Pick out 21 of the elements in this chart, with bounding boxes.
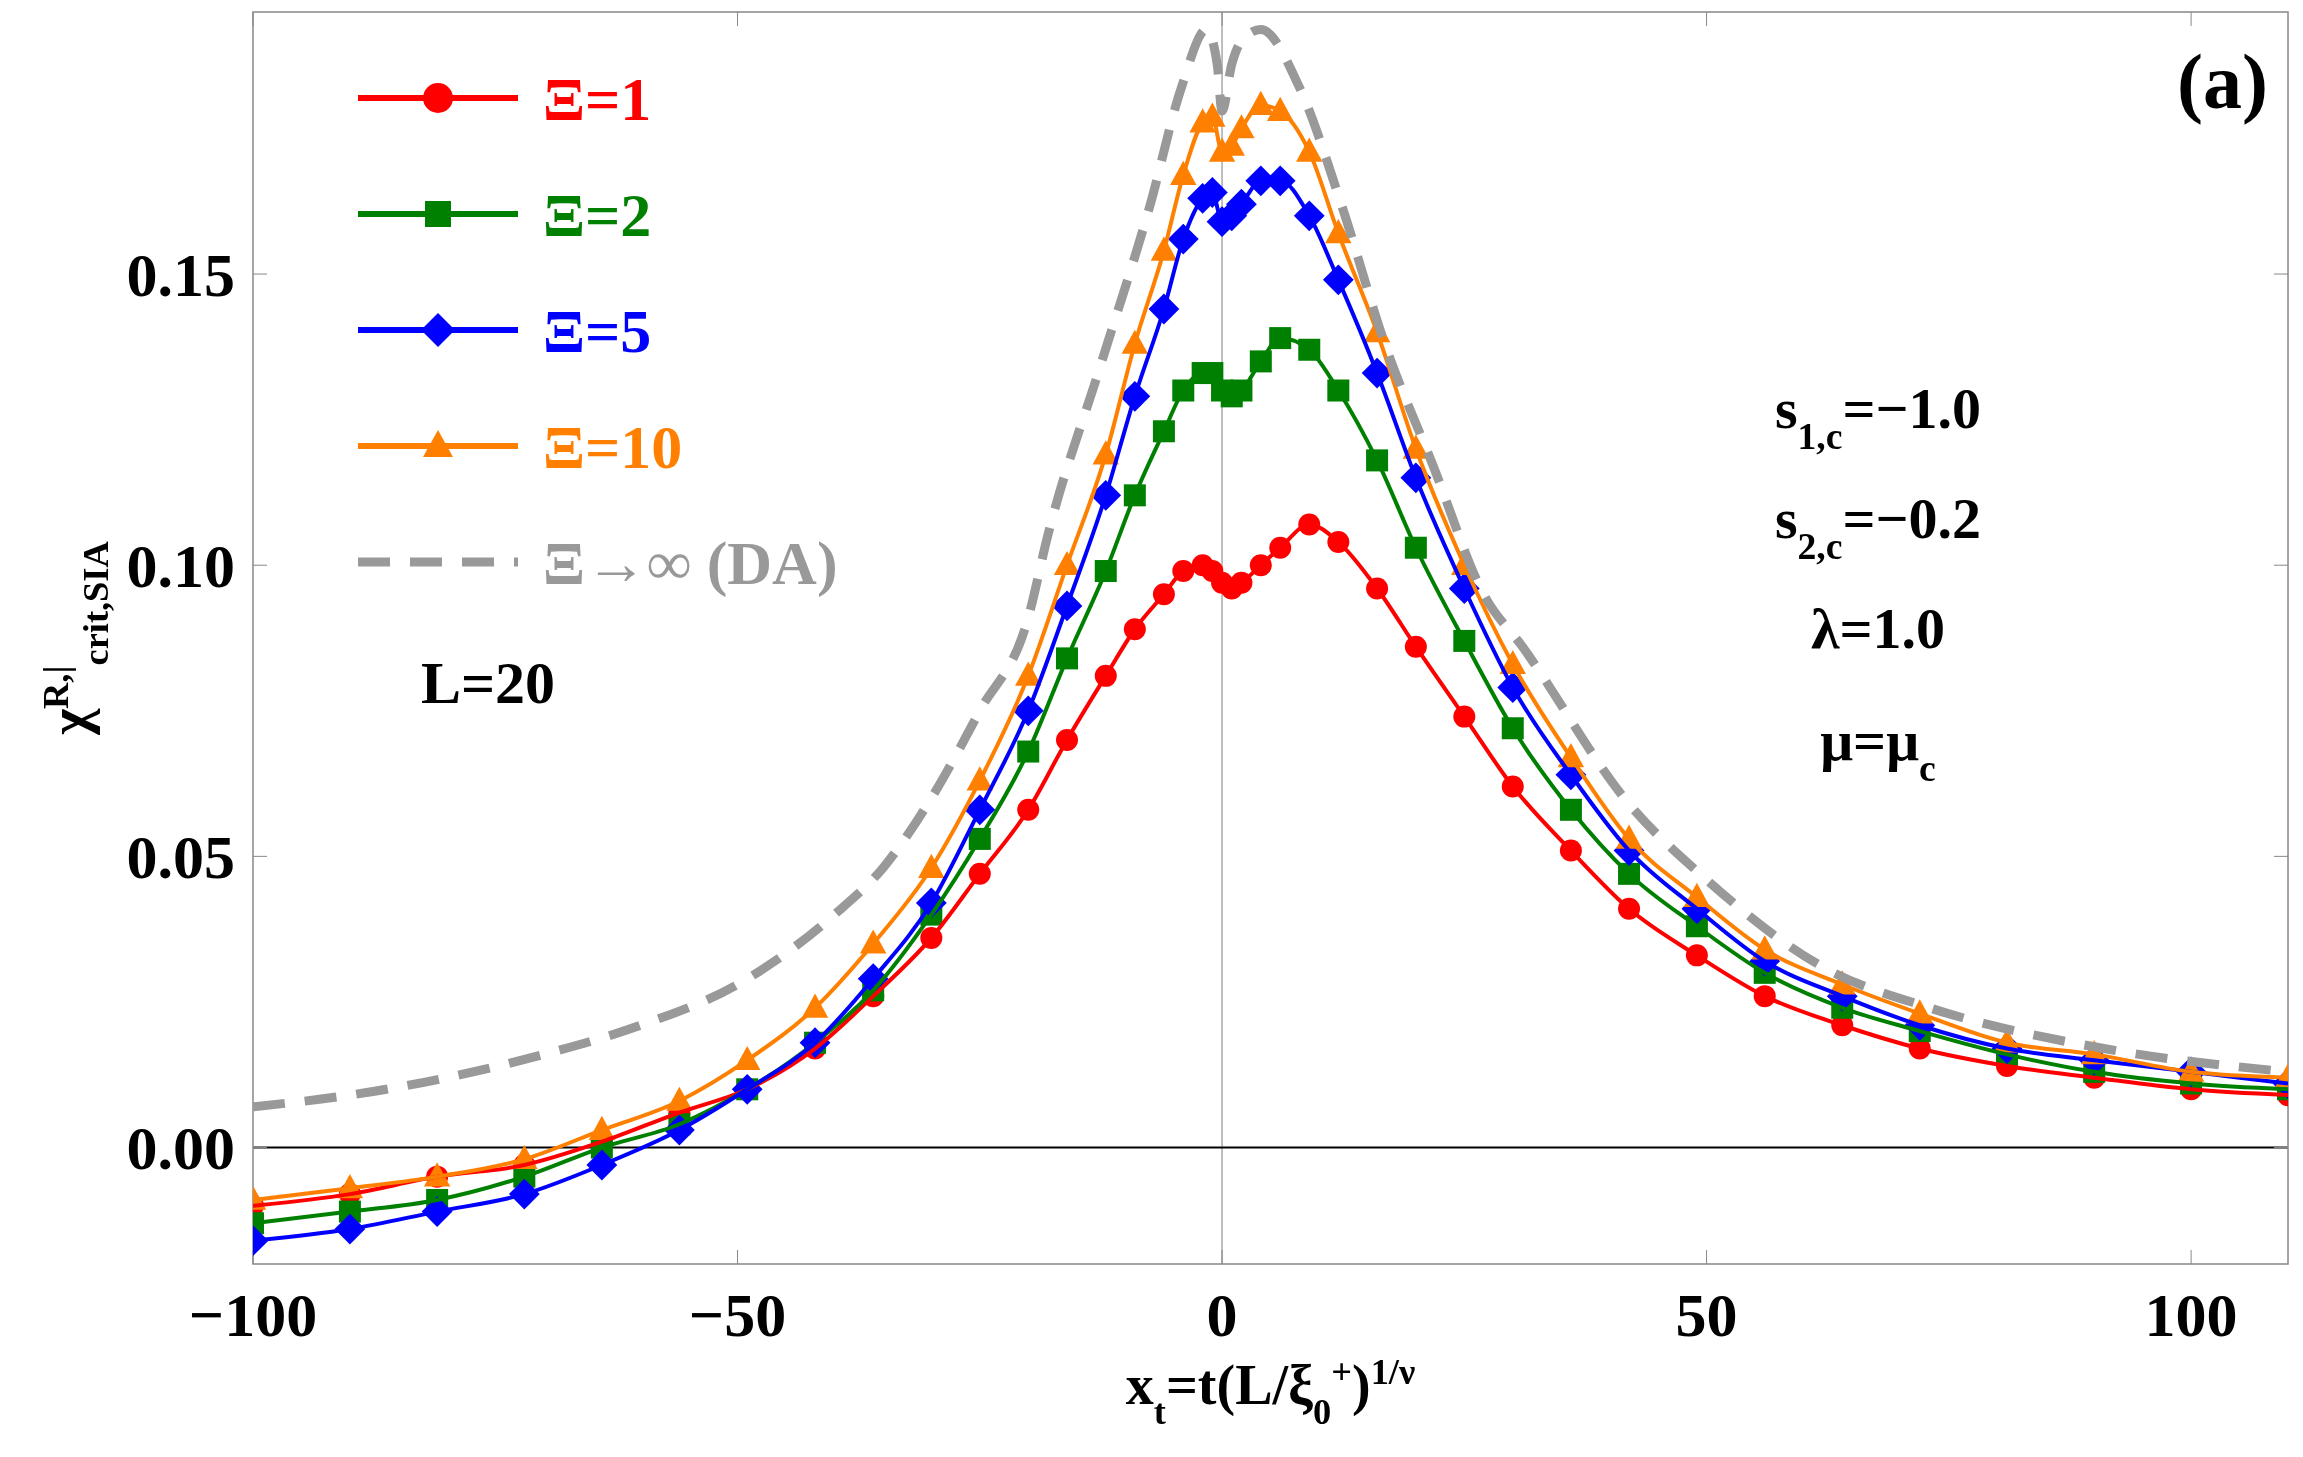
x-tick-label: 100 [2144,1281,2238,1349]
x-tick-label: −100 [188,1281,318,1349]
annotation: μ=μ$_{c}$ [1820,708,1936,789]
y-tick-label: 0.15 [126,240,235,309]
y-tick-label: 0.10 [126,531,235,600]
y-tick-label: 0.05 [126,823,235,892]
annotation: s$_{2,c}$=−0.2 [1774,486,1982,567]
annotation: λ=1.0 [1810,596,1946,661]
annotation: s$_{1,c}$=−1.0 [1774,376,1982,457]
legend-label: Ξ=2 [543,180,652,249]
legend-label: Ξ→∞ (DA) [543,528,838,598]
legend-label: Ξ=5 [543,296,652,365]
x-axis-title: x$_{t}$=t(L/ξ$_{0}$$^{+}$)$^{1/ν}$ [1125,1352,1416,1432]
legend-label: Ξ=1 [543,64,652,133]
x-tick-label: 0 [1206,1281,1238,1349]
x-tick-label: 50 [1675,1281,1738,1349]
x-tick-label: −50 [688,1281,787,1349]
annotation: (a) [2177,38,2268,125]
annotation: L=20 [420,650,556,716]
legend-label: Ξ=10 [543,412,683,481]
y-tick-label: 0.00 [126,1114,235,1183]
